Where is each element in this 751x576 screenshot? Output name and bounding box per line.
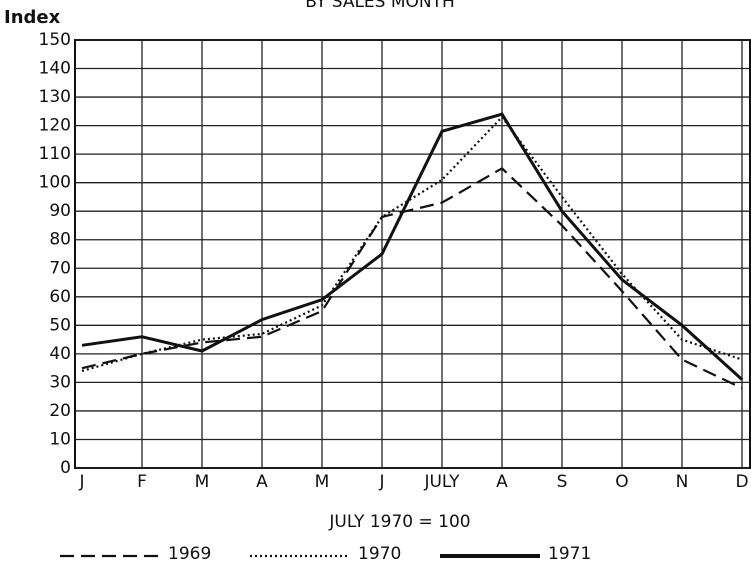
x-tick-label: A bbox=[256, 472, 268, 492]
series-line bbox=[81, 112, 744, 381]
y-tick-label: 10 bbox=[49, 429, 71, 449]
y-tick-label: 20 bbox=[49, 401, 71, 421]
y-tick-label: 70 bbox=[49, 258, 71, 278]
y-tick-label: 120 bbox=[39, 116, 71, 136]
x-tick-label: D bbox=[735, 472, 748, 492]
y-tick-label: 100 bbox=[39, 173, 71, 193]
series-line bbox=[81, 115, 743, 373]
x-tick-label: M bbox=[315, 472, 330, 492]
x-tick-label: J bbox=[378, 472, 384, 492]
y-tick-label: 130 bbox=[39, 87, 71, 107]
x-tick-label: JULY bbox=[423, 472, 460, 492]
y-tick-label: 150 bbox=[39, 30, 71, 50]
y-tick-label: 90 bbox=[49, 201, 71, 221]
legend-label: 1971 bbox=[548, 544, 591, 564]
note: JULY 1970 = 100 bbox=[328, 512, 470, 532]
y-tick-label: 50 bbox=[49, 315, 71, 335]
y-tick-label: 110 bbox=[39, 144, 71, 164]
x-tick-label: M bbox=[195, 472, 210, 492]
y-tick-label: 30 bbox=[49, 372, 71, 392]
y-tick-label: 60 bbox=[49, 287, 71, 307]
series-line bbox=[81, 167, 743, 390]
legend-label: 1970 bbox=[358, 544, 401, 564]
x-tick-label: O bbox=[615, 472, 628, 492]
y-tick-label: 140 bbox=[39, 59, 71, 79]
legend-label: 1969 bbox=[168, 544, 211, 564]
x-tick-label: J bbox=[78, 472, 84, 492]
x-tick-label: A bbox=[496, 472, 508, 492]
chart-title: BY SALES MONTH bbox=[305, 0, 455, 12]
plot-frame bbox=[74, 39, 751, 469]
y-axis-label: Index bbox=[4, 7, 61, 28]
y-tick-label: 0 bbox=[60, 458, 71, 478]
x-tick-label: F bbox=[137, 472, 147, 492]
y-tick-label: 80 bbox=[49, 230, 71, 250]
y-tick-label: 40 bbox=[49, 344, 71, 364]
x-tick-label: N bbox=[676, 472, 689, 492]
x-tick-label: S bbox=[557, 472, 568, 492]
